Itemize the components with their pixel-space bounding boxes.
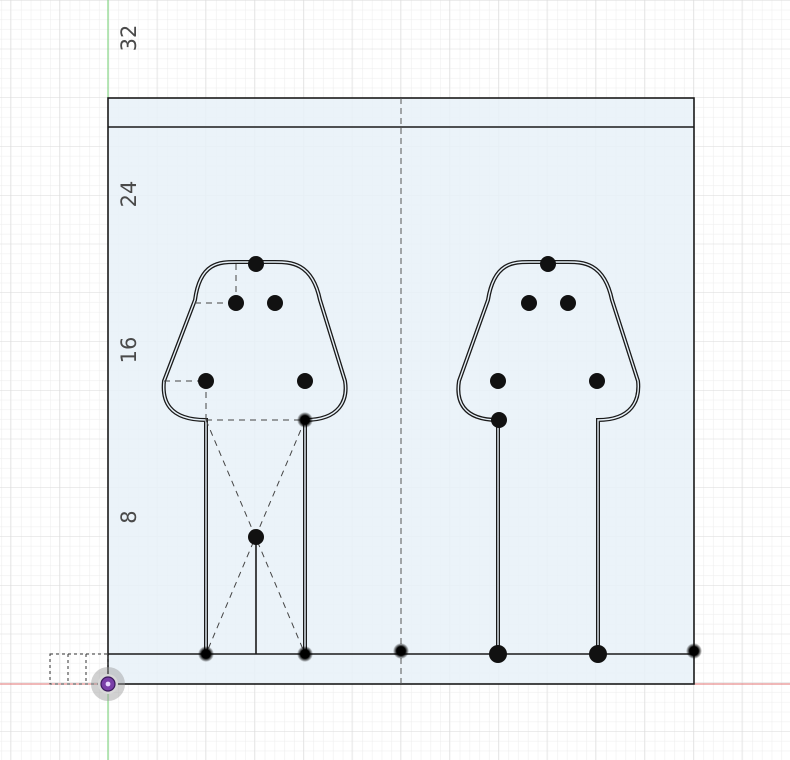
constraint-point-icon bbox=[198, 646, 214, 662]
ruler-label-24: 24 bbox=[117, 180, 141, 208]
constraint-point-icon bbox=[248, 529, 264, 545]
ruler-label-32: 32 bbox=[117, 24, 141, 52]
constraint-point-icon bbox=[489, 645, 507, 663]
constraint-point-icon bbox=[589, 373, 605, 389]
constraint-point-icon bbox=[198, 373, 214, 389]
constraint-points[interactable] bbox=[198, 256, 702, 663]
constraint-point-icon bbox=[393, 643, 409, 659]
constraint-point-icon bbox=[589, 645, 607, 663]
constraint-point-icon bbox=[686, 643, 702, 659]
constraint-point-icon bbox=[267, 295, 283, 311]
constraint-point-icon bbox=[560, 295, 576, 311]
origin-icon[interactable] bbox=[91, 667, 125, 701]
constraint-point-icon bbox=[248, 256, 264, 272]
constraint-point-icon bbox=[297, 373, 313, 389]
constraint-point-icon bbox=[540, 256, 556, 272]
constraint-point-icon bbox=[521, 295, 537, 311]
dimension-marker bbox=[49, 653, 109, 685]
ruler-label-8: 8 bbox=[117, 510, 141, 524]
constraint-point-icon bbox=[228, 295, 244, 311]
constraint-point-icon bbox=[297, 646, 313, 662]
constraint-point-icon bbox=[297, 412, 313, 428]
constraint-point-icon bbox=[490, 373, 506, 389]
ruler-label-16: 16 bbox=[117, 336, 141, 364]
constraint-point-icon bbox=[491, 412, 507, 428]
